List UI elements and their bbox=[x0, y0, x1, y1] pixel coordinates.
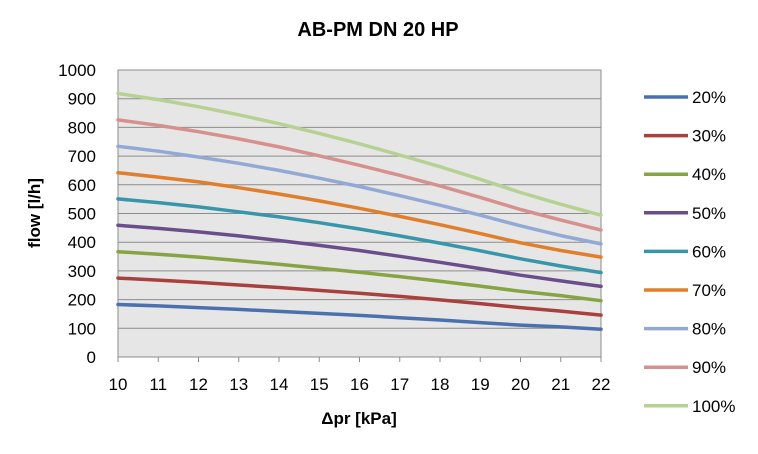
legend-label: 80% bbox=[692, 320, 726, 339]
legend-item: 90% bbox=[644, 358, 726, 377]
legend: 20% 30% 40% 50% 60% 70% 80% 90% 100% bbox=[644, 88, 735, 416]
x-tick-label: 18 bbox=[431, 375, 450, 394]
y-tick-label: 400 bbox=[68, 233, 96, 252]
series-line-80pct bbox=[116, 144, 603, 246]
legend-item: 70% bbox=[644, 281, 726, 300]
series-lines bbox=[116, 91, 603, 331]
chart-title: AB-PM DN 20 HP bbox=[297, 19, 458, 41]
legend-label: 50% bbox=[692, 204, 726, 223]
y-tick-label: 800 bbox=[68, 118, 96, 137]
series-line-30pct bbox=[116, 276, 603, 317]
y-tick-label: 100 bbox=[68, 319, 96, 338]
legend-label: 20% bbox=[692, 88, 726, 107]
x-tick-label: 20 bbox=[511, 375, 530, 394]
x-axis-label: Δpr [kPa] bbox=[321, 409, 397, 428]
y-tick-label: 500 bbox=[68, 205, 96, 224]
y-tick-label: 600 bbox=[68, 176, 96, 195]
y-tick-label: 900 bbox=[68, 90, 96, 109]
x-tick-label: 21 bbox=[551, 375, 570, 394]
series-line-20pct bbox=[116, 302, 603, 331]
x-tick-label: 13 bbox=[229, 375, 248, 394]
x-tick-label: 22 bbox=[592, 375, 611, 394]
series-line-100pct bbox=[116, 91, 603, 217]
legend-label: 100% bbox=[692, 397, 735, 416]
y-tick-label: 0 bbox=[87, 348, 96, 367]
legend-item: 60% bbox=[644, 242, 726, 261]
x-tick-label: 17 bbox=[390, 375, 409, 394]
legend-item: 30% bbox=[644, 127, 726, 146]
y-tick-label: 300 bbox=[68, 262, 96, 281]
x-axis-ticks: 10 11 12 13 14 15 16 17 18 19 20 21 22 bbox=[109, 357, 611, 394]
legend-label: 40% bbox=[692, 165, 726, 184]
legend-label: 90% bbox=[692, 358, 726, 377]
x-tick-label: 19 bbox=[471, 375, 490, 394]
y-axis-ticks: 0 100 200 300 400 500 600 700 800 900 1000 bbox=[58, 61, 96, 367]
x-tick-label: 10 bbox=[109, 375, 128, 394]
x-tick-label: 15 bbox=[310, 375, 329, 394]
y-tick-label: 200 bbox=[68, 291, 96, 310]
legend-item: 40% bbox=[644, 165, 726, 184]
legend-label: 60% bbox=[692, 242, 726, 261]
legend-item: 50% bbox=[644, 204, 726, 223]
legend-label: 70% bbox=[692, 281, 726, 300]
y-tick-label: 1000 bbox=[58, 61, 96, 80]
series-line-60pct bbox=[116, 197, 603, 275]
legend-item: 20% bbox=[644, 88, 726, 107]
legend-label: 30% bbox=[692, 127, 726, 146]
series-line-70pct bbox=[116, 170, 603, 259]
series-line-50pct bbox=[116, 223, 603, 289]
y-tick-label: 700 bbox=[68, 147, 96, 166]
series-line-40pct bbox=[116, 249, 603, 303]
legend-item: 100% bbox=[644, 397, 735, 416]
y-axis-label: flow [l/h] bbox=[25, 178, 44, 248]
x-tick-label: 16 bbox=[350, 375, 369, 394]
x-tick-label: 14 bbox=[270, 375, 289, 394]
x-tick-label: 11 bbox=[149, 375, 167, 394]
legend-item: 80% bbox=[644, 320, 726, 339]
series-line-90pct bbox=[116, 118, 603, 232]
x-tick-label: 12 bbox=[189, 375, 208, 394]
